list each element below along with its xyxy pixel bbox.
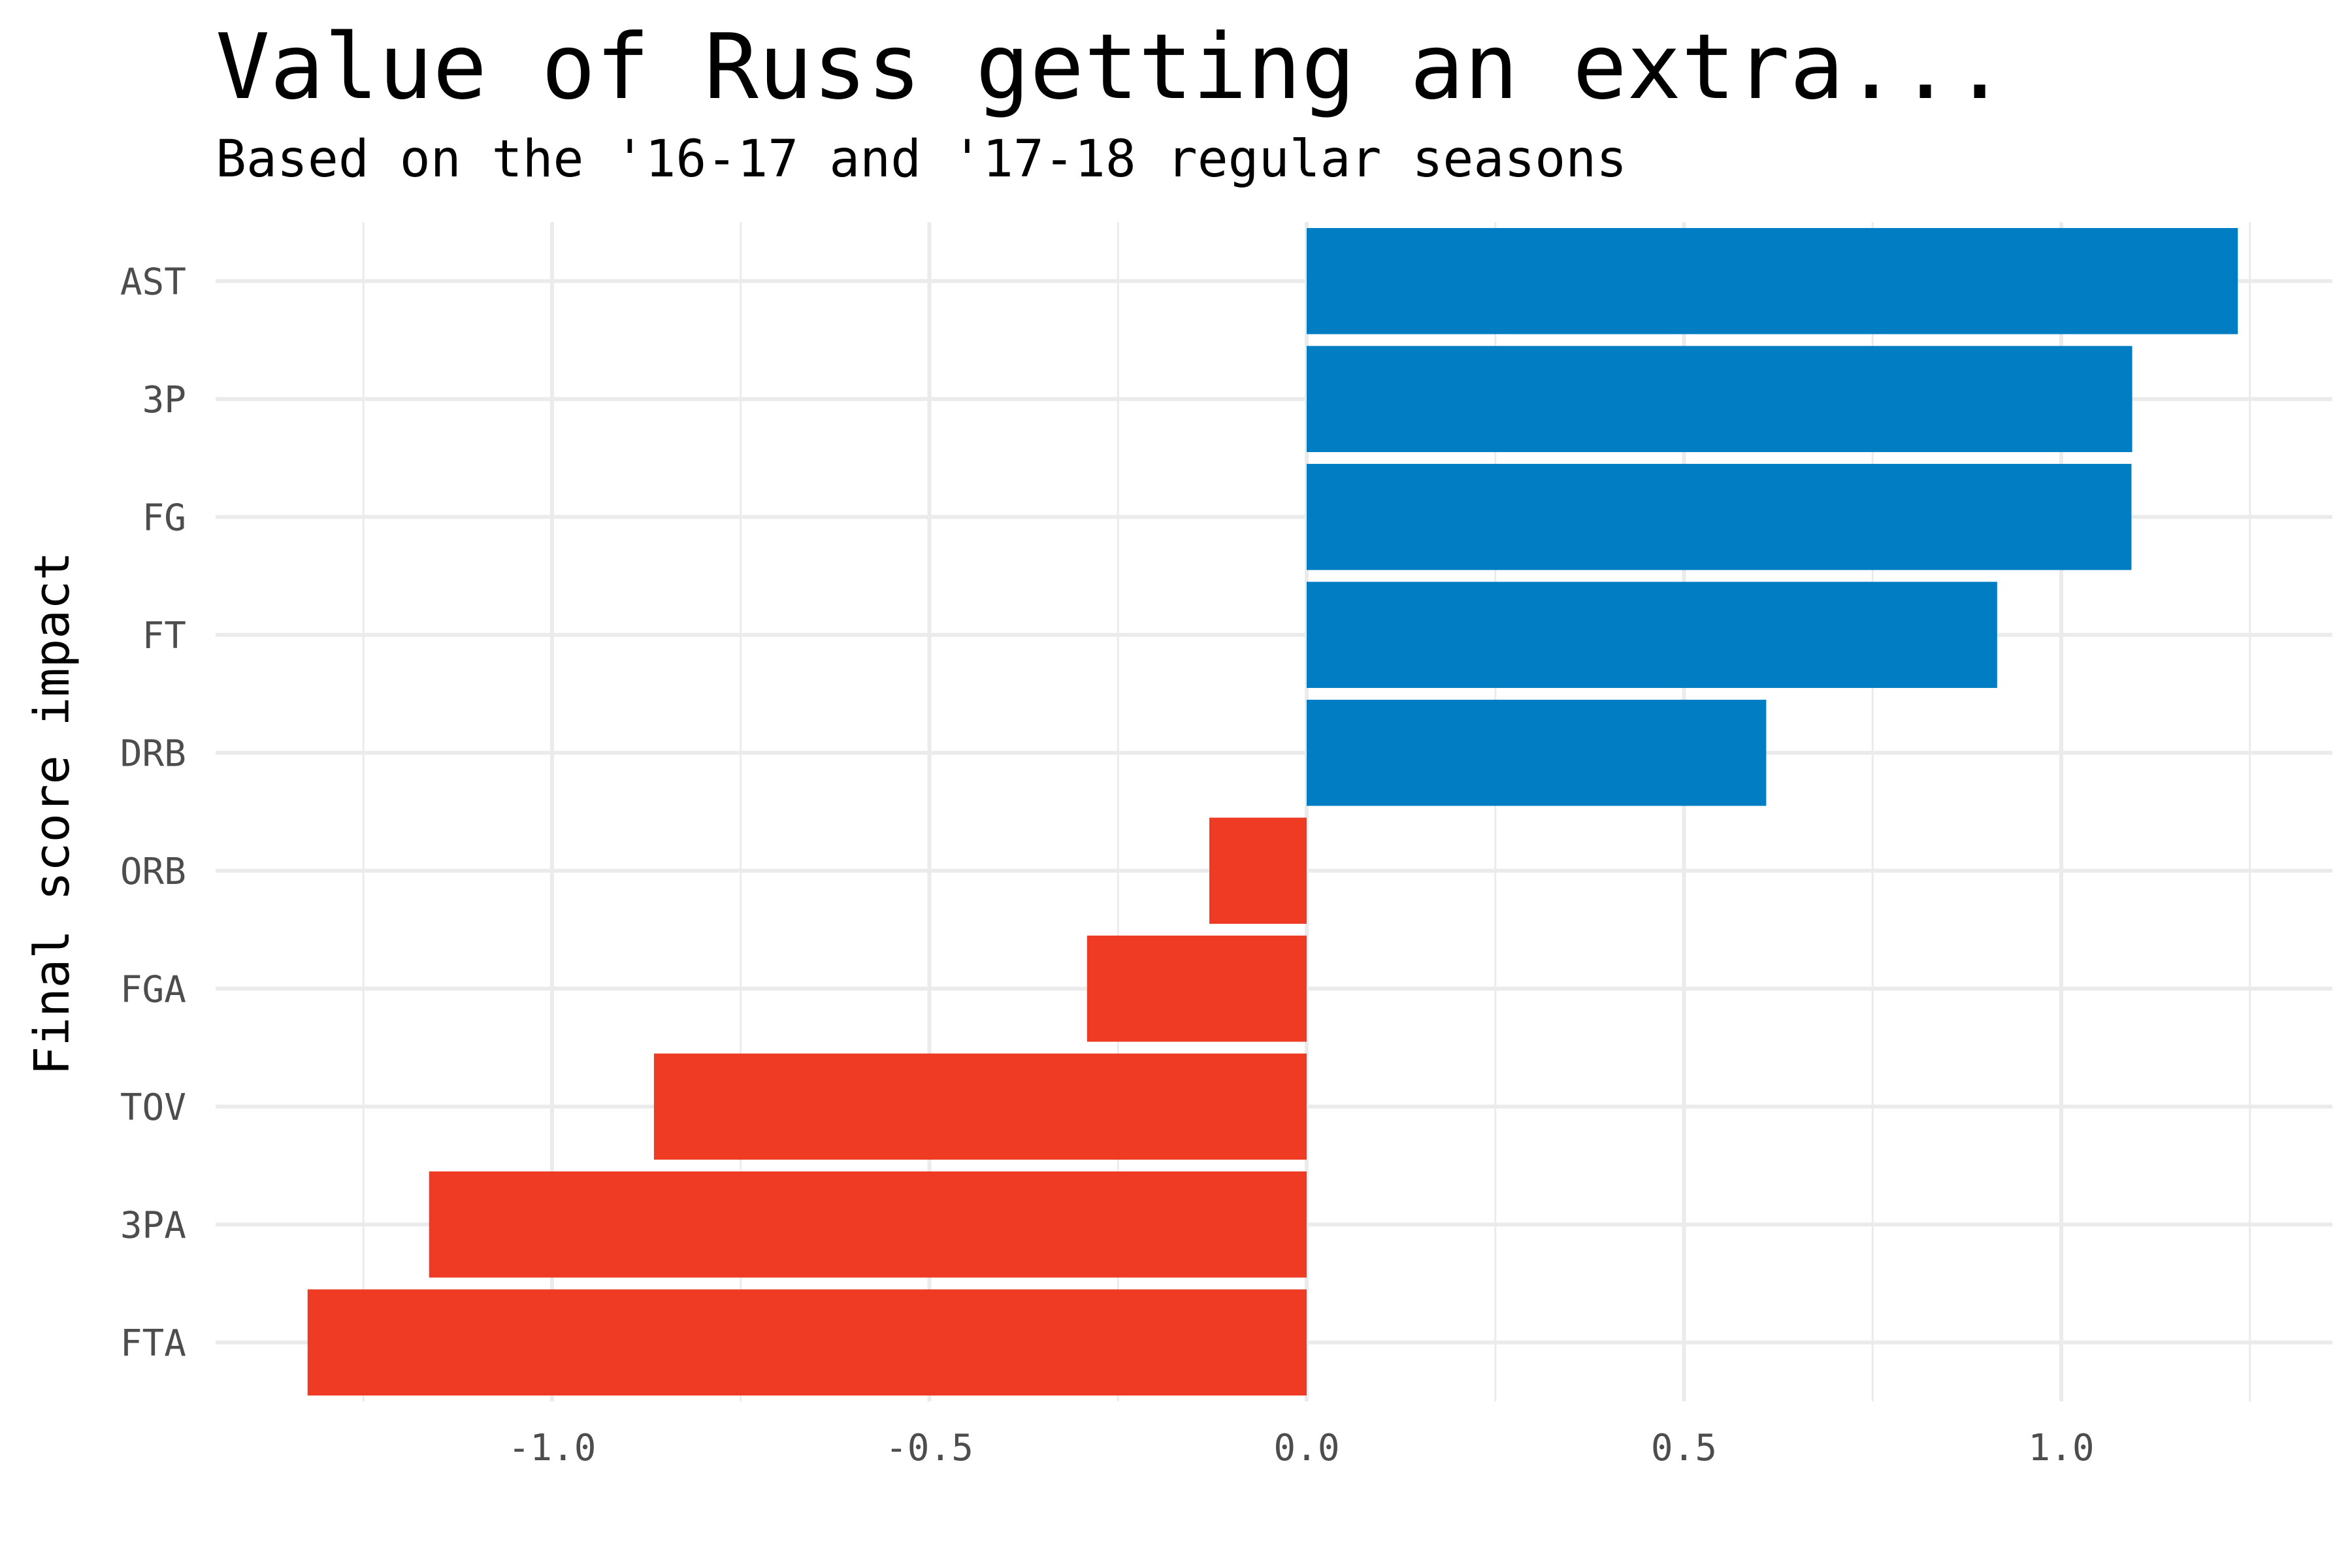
- y-tick-label: FT: [142, 615, 186, 657]
- y-tick-label: AST: [120, 261, 186, 303]
- x-tick-label: 0.0: [1273, 1427, 1339, 1469]
- bar-3pa: [429, 1171, 1307, 1278]
- y-axis-label: Final score impact: [24, 551, 80, 1075]
- chart-subtitle: Based on the '16-17 and '17-18 regular s…: [216, 130, 1627, 189]
- x-tick-label: 0.5: [1651, 1427, 1717, 1469]
- bar-tov: [653, 1053, 1307, 1160]
- x-tick-label: -1.0: [508, 1427, 596, 1469]
- x-tick-label: 1.0: [2028, 1427, 2094, 1469]
- y-tick-labels: AST 3P FG FT DRB ORB FGA TOV 3PA FTA: [120, 261, 186, 1365]
- bar-orb: [1209, 817, 1307, 924]
- y-tick-label: 3P: [142, 379, 186, 421]
- x-tick-label: -0.5: [885, 1427, 973, 1469]
- y-tick-label: FTA: [120, 1322, 186, 1365]
- y-tick-label: DRB: [120, 732, 186, 775]
- bars: [307, 228, 2238, 1396]
- y-tick-label: FG: [142, 497, 186, 539]
- y-tick-label: FGA: [120, 968, 186, 1011]
- y-tick-label: 3PA: [120, 1204, 186, 1247]
- y-tick-label: ORB: [120, 851, 186, 893]
- bar-drb: [1307, 700, 1767, 806]
- bar-fg: [1307, 464, 2132, 570]
- bar-ast: [1307, 228, 2238, 335]
- bar-3p: [1307, 346, 2132, 452]
- x-tick-labels: -1.0 -0.5 0.0 0.5 1.0: [508, 1427, 2095, 1469]
- bar-fta: [307, 1289, 1307, 1396]
- y-tick-label: TOV: [120, 1086, 186, 1129]
- bar-fga: [1086, 936, 1307, 1042]
- bar-ft: [1307, 581, 1997, 688]
- chart-title: Value of Russ getting an extra...: [216, 14, 2007, 120]
